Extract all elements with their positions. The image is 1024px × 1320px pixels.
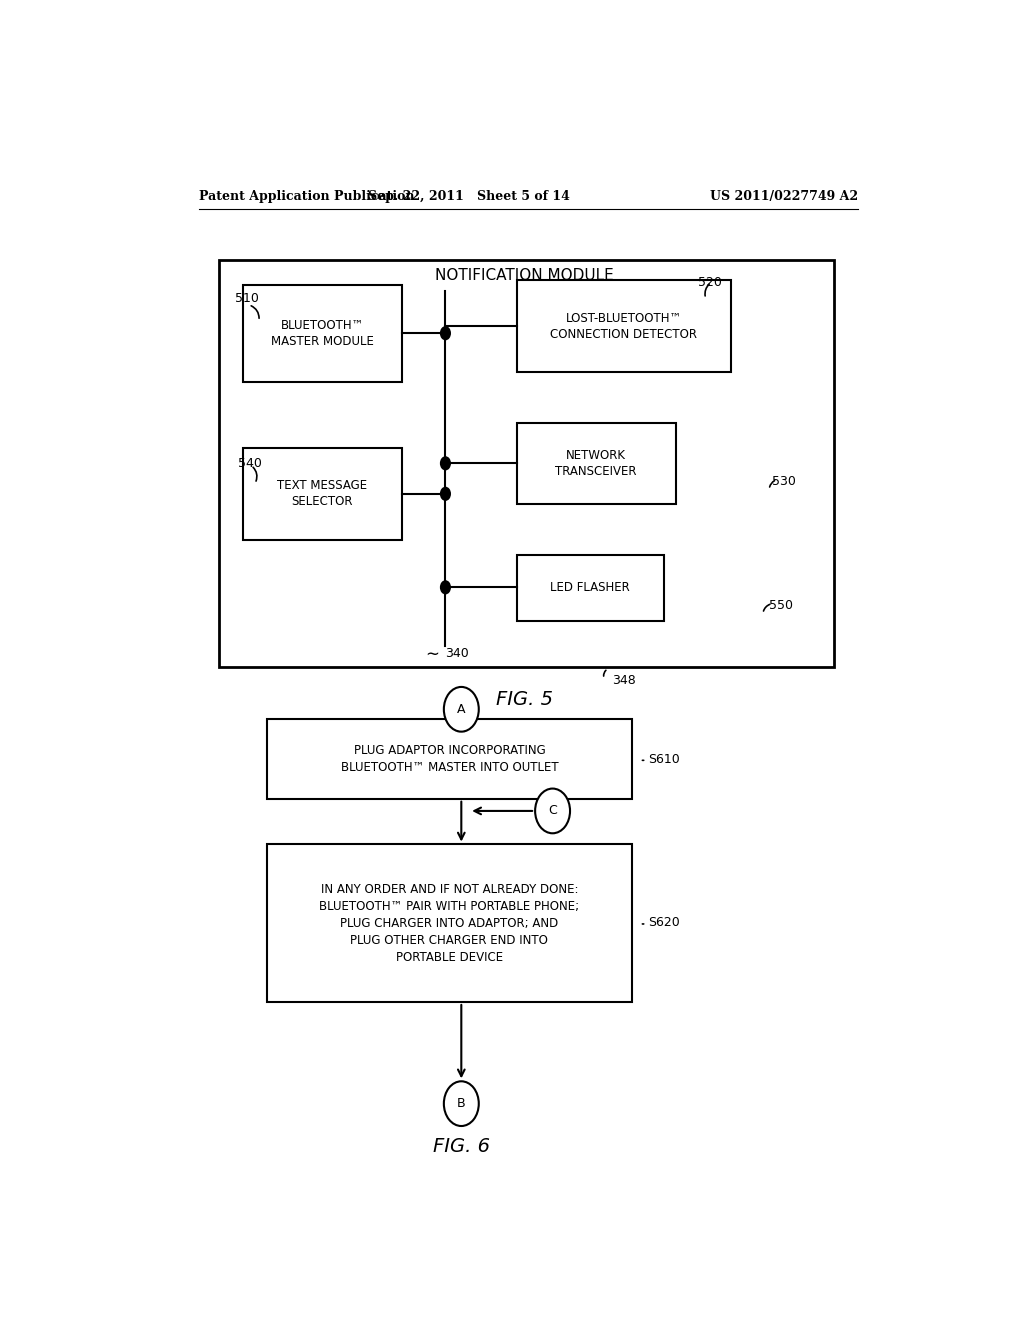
Circle shape bbox=[443, 1081, 479, 1126]
Text: NETWORK
TRANSCEIVER: NETWORK TRANSCEIVER bbox=[555, 449, 637, 478]
Circle shape bbox=[440, 487, 451, 500]
Text: 348: 348 bbox=[612, 675, 636, 688]
Circle shape bbox=[440, 581, 451, 594]
Bar bbox=[243, 285, 401, 381]
Bar bbox=[219, 260, 835, 667]
Text: IN ANY ORDER AND IF NOT ALREADY DONE:
BLUETOOTH™ PAIR WITH PORTABLE PHONE;
PLUG : IN ANY ORDER AND IF NOT ALREADY DONE: BL… bbox=[319, 883, 580, 964]
Text: LOST-BLUETOOTH™
CONNECTION DETECTOR: LOST-BLUETOOTH™ CONNECTION DETECTOR bbox=[551, 312, 697, 341]
Text: 540: 540 bbox=[238, 457, 261, 470]
Text: 510: 510 bbox=[236, 292, 259, 305]
Text: US 2011/0227749 A2: US 2011/0227749 A2 bbox=[710, 190, 858, 202]
Text: PLUG ADAPTOR INCORPORATING
BLUETOOTH™ MASTER INTO OUTLET: PLUG ADAPTOR INCORPORATING BLUETOOTH™ MA… bbox=[341, 744, 558, 774]
Text: 550: 550 bbox=[769, 599, 794, 612]
Text: FIG. 5: FIG. 5 bbox=[497, 689, 553, 709]
Bar bbox=[517, 280, 731, 372]
Text: TEXT MESSAGE
SELECTOR: TEXT MESSAGE SELECTOR bbox=[278, 479, 368, 508]
Circle shape bbox=[440, 326, 451, 341]
Text: 520: 520 bbox=[697, 276, 722, 289]
Text: 530: 530 bbox=[772, 475, 797, 488]
Bar bbox=[267, 719, 632, 799]
Text: S620: S620 bbox=[648, 916, 680, 929]
Bar bbox=[517, 554, 664, 620]
Text: Sep. 22, 2011   Sheet 5 of 14: Sep. 22, 2011 Sheet 5 of 14 bbox=[369, 190, 570, 202]
Text: A: A bbox=[457, 702, 466, 715]
Text: B: B bbox=[457, 1097, 466, 1110]
Text: 340: 340 bbox=[445, 647, 469, 660]
Text: BLUETOOTH™
MASTER MODULE: BLUETOOTH™ MASTER MODULE bbox=[271, 319, 374, 348]
Circle shape bbox=[536, 788, 570, 833]
Text: S610: S610 bbox=[648, 752, 680, 766]
Bar bbox=[267, 845, 632, 1002]
Text: Patent Application Publication: Patent Application Publication bbox=[200, 190, 415, 202]
Bar bbox=[517, 422, 676, 504]
Text: LED FLASHER: LED FLASHER bbox=[550, 581, 630, 594]
Circle shape bbox=[443, 686, 479, 731]
Text: ∼: ∼ bbox=[426, 644, 439, 663]
Text: FIG. 6: FIG. 6 bbox=[433, 1137, 489, 1156]
Text: C: C bbox=[548, 804, 557, 817]
Text: NOTIFICATION MODULE: NOTIFICATION MODULE bbox=[435, 268, 614, 282]
Circle shape bbox=[440, 457, 451, 470]
Bar bbox=[243, 447, 401, 540]
